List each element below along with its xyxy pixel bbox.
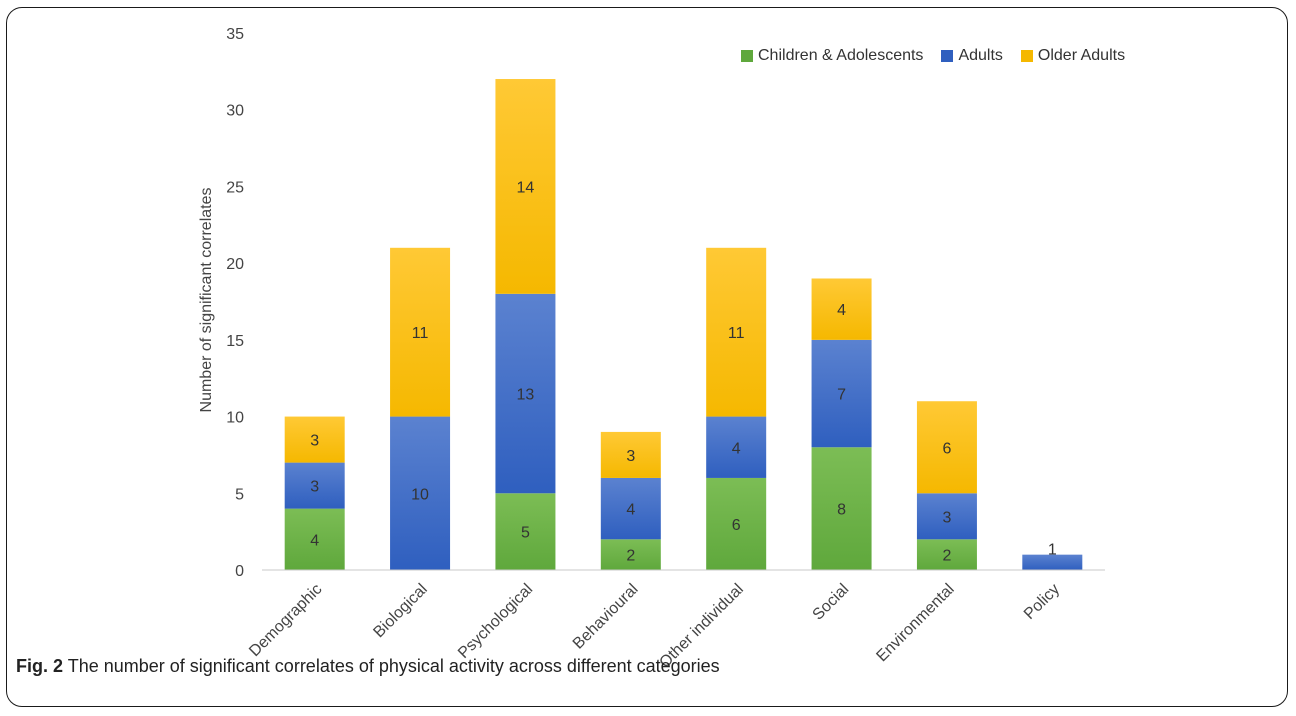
y-axis-label: Number of significant correlates [198,188,215,413]
data-label: 4 [732,440,741,457]
legend-label: Adults [958,47,1003,64]
bar-segment [495,79,556,294]
legend-item: Older Adults [1020,47,1126,65]
caption-text: The number of significant correlates of … [67,656,720,676]
bar-segment [811,447,872,570]
data-label: 5 [521,525,530,542]
y-tick-label: 30 [226,103,244,120]
y-tick-label: 25 [226,179,244,196]
bar-segment [495,293,556,494]
data-label: 3 [310,479,319,496]
figure-caption: Fig. 2 The number of significant correla… [16,656,720,677]
bar-segment [706,416,767,478]
bar-segment [600,539,661,570]
data-label: 4 [837,302,846,319]
bar-segment [600,477,661,540]
data-label: 4 [310,532,319,549]
data-label: 3 [310,433,319,450]
data-label: 3 [626,448,635,465]
x-tick-label: Psychological [455,581,536,662]
data-label: 6 [942,440,951,457]
bar-segment [811,278,872,340]
bar-segment [706,247,767,417]
data-label: 10 [411,486,429,503]
x-tick-label: Biological [370,581,430,641]
x-tick-label: Social [810,581,853,624]
bar-segment [390,416,451,570]
legend-swatch [1020,50,1033,62]
legend-swatch [741,50,753,62]
data-label: 6 [732,517,741,534]
x-tick-label: Policy [1021,581,1063,623]
y-tick-label: 20 [226,256,244,273]
bar-segment [284,508,345,570]
legend: Children & Adolescents Adults Older Adults [741,47,1125,65]
legend-label: Older Adults [1037,47,1126,64]
data-label: 4 [626,502,635,519]
legend-swatch [941,50,954,62]
bar-segment [916,401,977,494]
bar-segment [284,416,345,463]
data-label: 2 [942,548,951,565]
data-label: 14 [517,179,535,196]
bar-segment [916,539,977,570]
data-label: 8 [837,502,846,519]
y-tick-label: 5 [235,486,244,503]
data-label: 13 [517,387,535,404]
x-tick-label: Behavioural [570,581,642,653]
data-label: 1 [1048,542,1057,559]
x-tick-label: Environmental [873,581,957,665]
bar-segment [495,493,556,570]
bar-segment [706,477,767,570]
data-label: 11 [412,325,429,342]
legend-item: Children & Adolescents [741,47,923,65]
bar-segment [600,431,661,478]
bar-segment [916,493,977,540]
data-label: 3 [942,509,951,526]
data-label: 2 [626,548,635,565]
data-label: 11 [728,325,745,342]
data-label: 7 [837,387,846,404]
y-tick-label: 10 [226,410,244,427]
caption-label: Fig. 2 [16,656,64,676]
bar-segment [390,247,451,417]
x-tick-label: Demographic [246,581,325,660]
bar-segment [284,462,345,509]
y-tick-label: 0 [235,563,244,580]
bars-layer: 4 3 3 10 11 5 13 14 2 4 3 6 4 11 8 7 4 2 3 6 1 [284,79,1083,570]
bar-segment [1022,554,1083,570]
y-tick-label: 15 [226,333,244,350]
y-tick-label: 35 [226,26,244,43]
legend-item: Adults [941,47,1003,65]
bar-segment [811,339,872,448]
legend-label: Children & Adolescents [758,47,924,64]
figure-frame [6,7,1288,707]
